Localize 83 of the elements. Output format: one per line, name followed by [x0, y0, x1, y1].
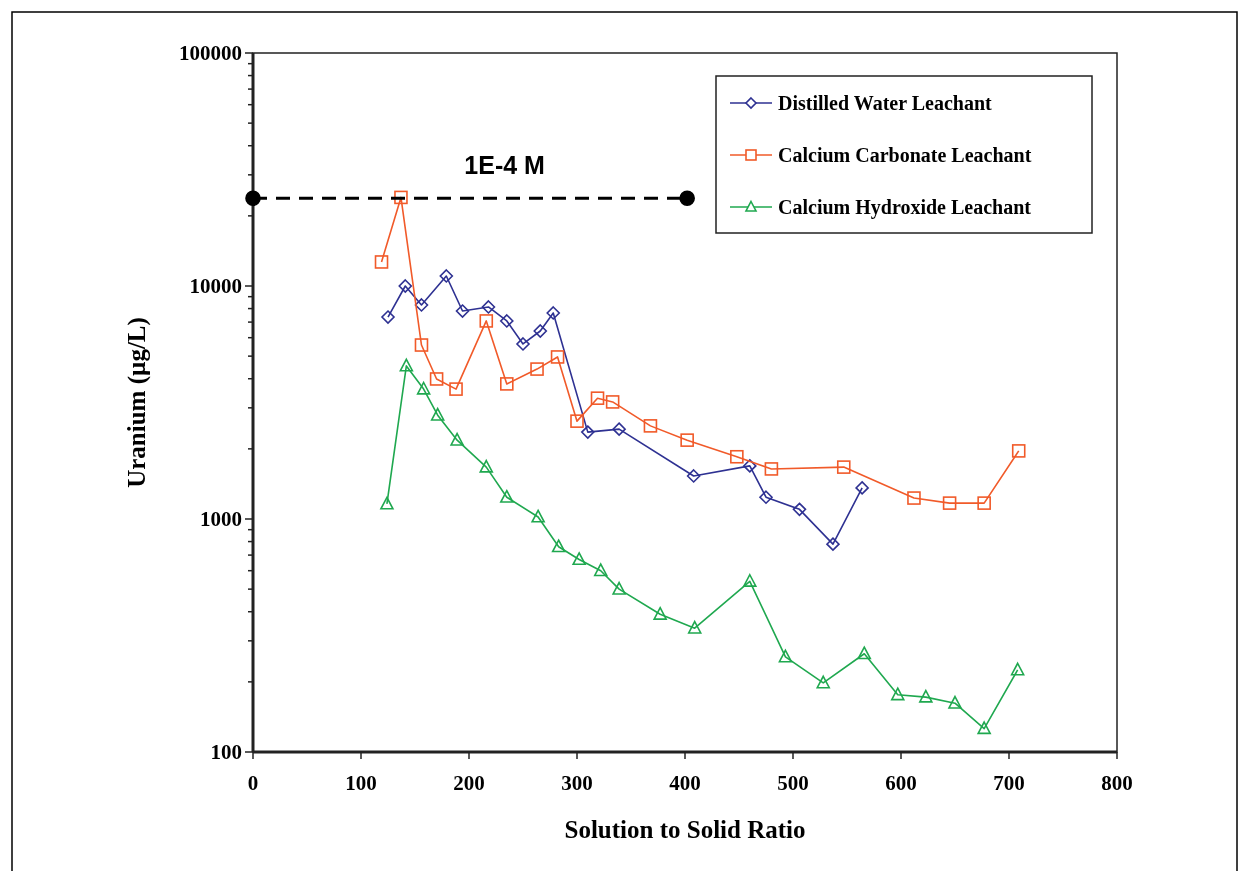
x-tick-label: 700: [993, 771, 1025, 795]
point: [380, 496, 394, 510]
point: [398, 279, 413, 293]
point: [245, 190, 261, 207]
point: [680, 433, 694, 447]
point: [942, 496, 957, 510]
point: [455, 304, 470, 318]
point: [977, 721, 991, 735]
point: [643, 419, 658, 433]
point: [653, 606, 667, 620]
point: [948, 695, 962, 709]
point: [572, 552, 586, 566]
point: [590, 391, 605, 405]
point: [593, 563, 608, 577]
point: [687, 620, 702, 634]
point: [500, 377, 514, 391]
point: [778, 649, 793, 663]
point: [686, 469, 701, 483]
point: [730, 449, 744, 464]
y-axis-title: Uranium (µg/L): [123, 317, 151, 488]
point: [551, 539, 566, 553]
point: [612, 422, 626, 436]
point: [479, 459, 494, 473]
point: [1011, 444, 1026, 458]
point: [531, 509, 545, 523]
x-axis-title: Solution to Solid Ratio: [564, 816, 806, 843]
point: [550, 350, 565, 364]
point: [919, 689, 933, 703]
point: [416, 381, 431, 395]
point: [414, 338, 429, 352]
x-tick-label: 400: [669, 771, 701, 795]
point: [399, 358, 414, 372]
point: [977, 496, 991, 510]
legend-label: Calcium Carbonate Leachant: [778, 144, 1032, 166]
point: [450, 432, 464, 446]
point: [430, 407, 445, 421]
point: [857, 646, 872, 660]
point: [530, 362, 544, 376]
point: [429, 372, 444, 386]
point: [449, 382, 463, 396]
point: [759, 490, 773, 505]
point: [414, 298, 429, 312]
point: [500, 489, 514, 503]
point: [907, 491, 921, 505]
x-tick-label: 600: [885, 771, 917, 795]
point: [826, 537, 840, 551]
point: [816, 675, 831, 689]
point: [743, 573, 757, 587]
point: [533, 324, 548, 338]
point: [481, 300, 496, 314]
x-tick-label: 500: [777, 771, 809, 795]
legend-label: Calcium Hydroxide Leachant: [778, 196, 1032, 219]
point: [570, 414, 584, 428]
point: [546, 306, 561, 320]
point: [855, 481, 869, 495]
point: [743, 459, 757, 473]
point: [439, 269, 454, 283]
x-tick-label: 0: [247, 771, 259, 795]
point: [516, 337, 530, 351]
x-tick-label: 200: [453, 771, 485, 795]
point: [1010, 662, 1025, 676]
point: [679, 190, 695, 207]
point: [890, 687, 905, 701]
y-tick-label: 10000: [189, 274, 242, 298]
point: [500, 314, 514, 328]
point: [605, 395, 620, 409]
point: [479, 314, 494, 328]
point: [612, 581, 626, 595]
y-tick-label: 100000: [179, 41, 242, 65]
y-tick-label: 100: [210, 740, 242, 764]
point: [764, 462, 779, 476]
x-tick-label: 300: [561, 771, 593, 795]
point: [792, 502, 807, 517]
point: [374, 255, 389, 269]
point: [394, 190, 408, 205]
legend-label: Distilled Water Leachant: [778, 92, 993, 114]
point: [381, 310, 395, 324]
annotation: 1E-4 M: [464, 151, 545, 180]
x-tick-label: 100: [345, 771, 377, 795]
y-tick-label: 1000: [200, 507, 242, 531]
point: [581, 425, 595, 439]
point: [836, 460, 851, 474]
x-tick-label: 800: [1101, 771, 1133, 795]
